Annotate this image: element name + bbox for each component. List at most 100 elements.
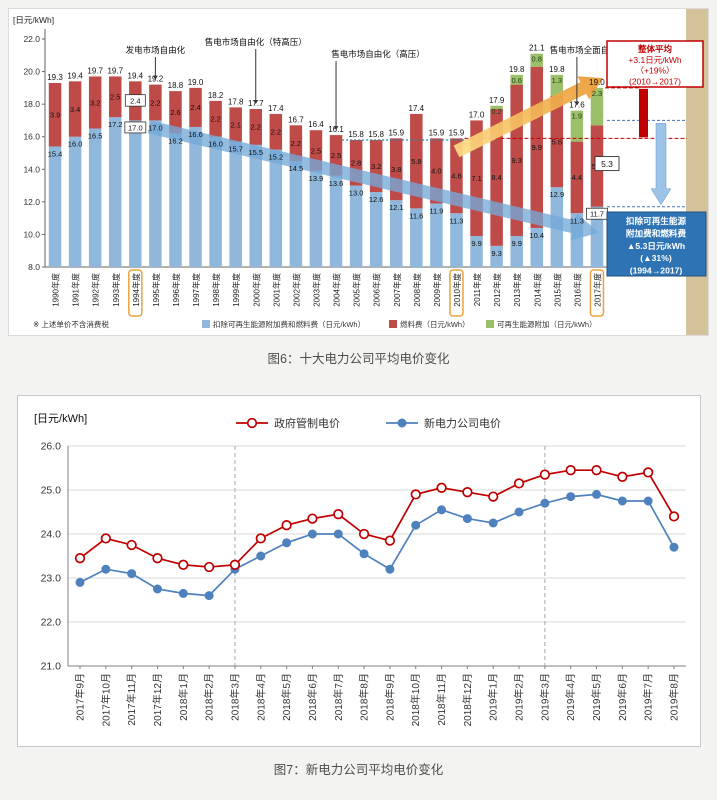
data-point	[306, 513, 318, 524]
base-value-label: 11.6	[409, 211, 423, 220]
data-point	[435, 482, 447, 493]
svg-text:(1994→2017): (1994→2017)	[630, 266, 683, 276]
bar-segment-fuel	[68, 81, 82, 137]
total-label: 19.4	[128, 71, 144, 80]
data-point	[668, 542, 678, 552]
svg-text:（+19%）: （+19%）	[636, 66, 675, 76]
y-tick-label: 22.0	[40, 617, 61, 629]
data-point	[565, 465, 576, 476]
data-point	[616, 471, 627, 482]
total-label: 17.4	[268, 104, 284, 113]
y-tick-label: 8.0	[28, 262, 40, 272]
renewable-value-label: 0.6	[511, 76, 521, 85]
legend-label: 燃料费（日元/kWh）	[400, 319, 470, 329]
bar-segment-base	[48, 146, 62, 267]
x-tick-label: 1999年度	[231, 273, 241, 307]
x-tick-label: 2017年9月	[73, 673, 86, 721]
y-tick-label: 23.0	[40, 573, 61, 585]
base-value-label: 9.9	[471, 239, 481, 248]
data-point	[410, 520, 420, 530]
y-tick-label: 25.0	[40, 485, 61, 497]
data-point	[513, 478, 524, 489]
diff-badge: 5.3	[601, 159, 613, 169]
base-value-label: 15.4	[48, 149, 63, 158]
x-tick-label: 2019年1月	[486, 673, 499, 721]
fuel-value-label: 2.6	[170, 108, 180, 117]
series-政府管制电价	[74, 465, 679, 573]
fuel-value-label: 2.1	[230, 120, 240, 129]
boxed-label-frame	[124, 94, 146, 107]
base-value-label: 16.0	[68, 140, 83, 149]
x-tick-label: 2018年11月	[435, 673, 448, 726]
x-tick-label: 2018年7月	[331, 673, 344, 721]
data-point	[643, 496, 653, 506]
data-point	[74, 577, 84, 587]
bar-segment-fuel	[550, 96, 564, 188]
x-tick-label: 2017年度	[592, 273, 602, 307]
data-point	[590, 465, 602, 476]
y-tick-label: 22.0	[23, 34, 40, 44]
x-tick-label: 2004年度	[332, 273, 342, 307]
data-point	[668, 511, 679, 522]
bar-1990年度	[48, 82, 62, 267]
fuel-value-label: 9.9	[532, 143, 542, 152]
y-tick-label: 12.0	[23, 197, 40, 207]
fuel-value-label: 2.2	[210, 115, 220, 124]
total-label: 19.0	[589, 78, 605, 87]
data-point	[461, 487, 473, 498]
bar-1998年度	[209, 100, 222, 267]
bar-segment-base	[530, 227, 543, 267]
bar-segment-renewable	[490, 105, 503, 110]
highlight-year-frame	[449, 269, 464, 317]
bar-1993年度	[109, 76, 122, 268]
event-label: 售电市场自由化（特高压）	[205, 37, 307, 47]
fuel-value-label: 5.8	[411, 157, 421, 166]
x-tick-label: 1990年度	[51, 273, 61, 307]
x-tick-label: 2019年4月	[564, 673, 577, 721]
bar-segment-renewable	[530, 53, 543, 67]
legend-swatch	[486, 320, 494, 328]
overall-increase-bar	[639, 88, 648, 138]
legend-swatch	[202, 320, 210, 328]
data-point	[255, 533, 266, 544]
total-label: 17.4	[409, 104, 425, 113]
bar-segment-renewable	[570, 110, 584, 142]
base-value-label: 16.2	[168, 136, 183, 145]
total-label: 17.8	[228, 97, 244, 106]
bar-segment-fuel	[249, 109, 262, 145]
x-tick-label: 2006年度	[372, 273, 382, 307]
svg-text:+3.1日元/kWh: +3.1日元/kWh	[628, 55, 681, 65]
x-tick-label: 2014年度	[532, 273, 542, 307]
y-tick-label: 24.0	[40, 529, 61, 541]
fuel-value-label: 3.2	[371, 162, 381, 171]
bar-segment-base	[189, 126, 202, 267]
base-value-label: 9.3	[491, 249, 501, 258]
base-value-label: 11.3	[449, 216, 463, 225]
data-point	[514, 507, 524, 517]
base-value-label: 9.9	[511, 239, 521, 248]
fuel-value-label: 3.2	[90, 98, 100, 107]
y-tick-label: 20.0	[23, 67, 40, 77]
figure7-caption: 图7：新电力公司平均电价变化	[273, 763, 444, 777]
bar-2002年度	[289, 125, 303, 267]
event-arrow-head	[333, 126, 339, 131]
total-label: 19.0	[188, 78, 204, 87]
total-label: 17.0	[469, 110, 485, 119]
bar-segment-base	[149, 120, 162, 267]
fuel-value-label: 2.2	[271, 128, 281, 137]
x-tick-label: 2019年3月	[538, 673, 551, 721]
decline-arrow	[147, 120, 600, 241]
x-tick-label: 2018年8月	[357, 673, 370, 721]
x-tick-label: 1995年度	[151, 273, 161, 307]
data-point	[333, 529, 343, 539]
event-label: 售电市场全面自由化	[550, 45, 627, 55]
y-tick-label: 21.0	[40, 661, 61, 673]
legend-label: 新电力公司电价	[424, 416, 501, 430]
bar-segment-base	[390, 200, 403, 267]
base-value-label: 13.6	[329, 179, 344, 188]
renewable-value-label: 2.3	[592, 89, 602, 98]
fuel-value-label: 4.0	[431, 167, 441, 176]
total-label: 15.9	[449, 128, 465, 137]
bar-1999年度	[229, 107, 242, 267]
deduction-change-box: 扣除可再生能源附加费和燃料费 ▲5.3日元/kWh (▲31%) (1994→2017…	[606, 211, 707, 277]
